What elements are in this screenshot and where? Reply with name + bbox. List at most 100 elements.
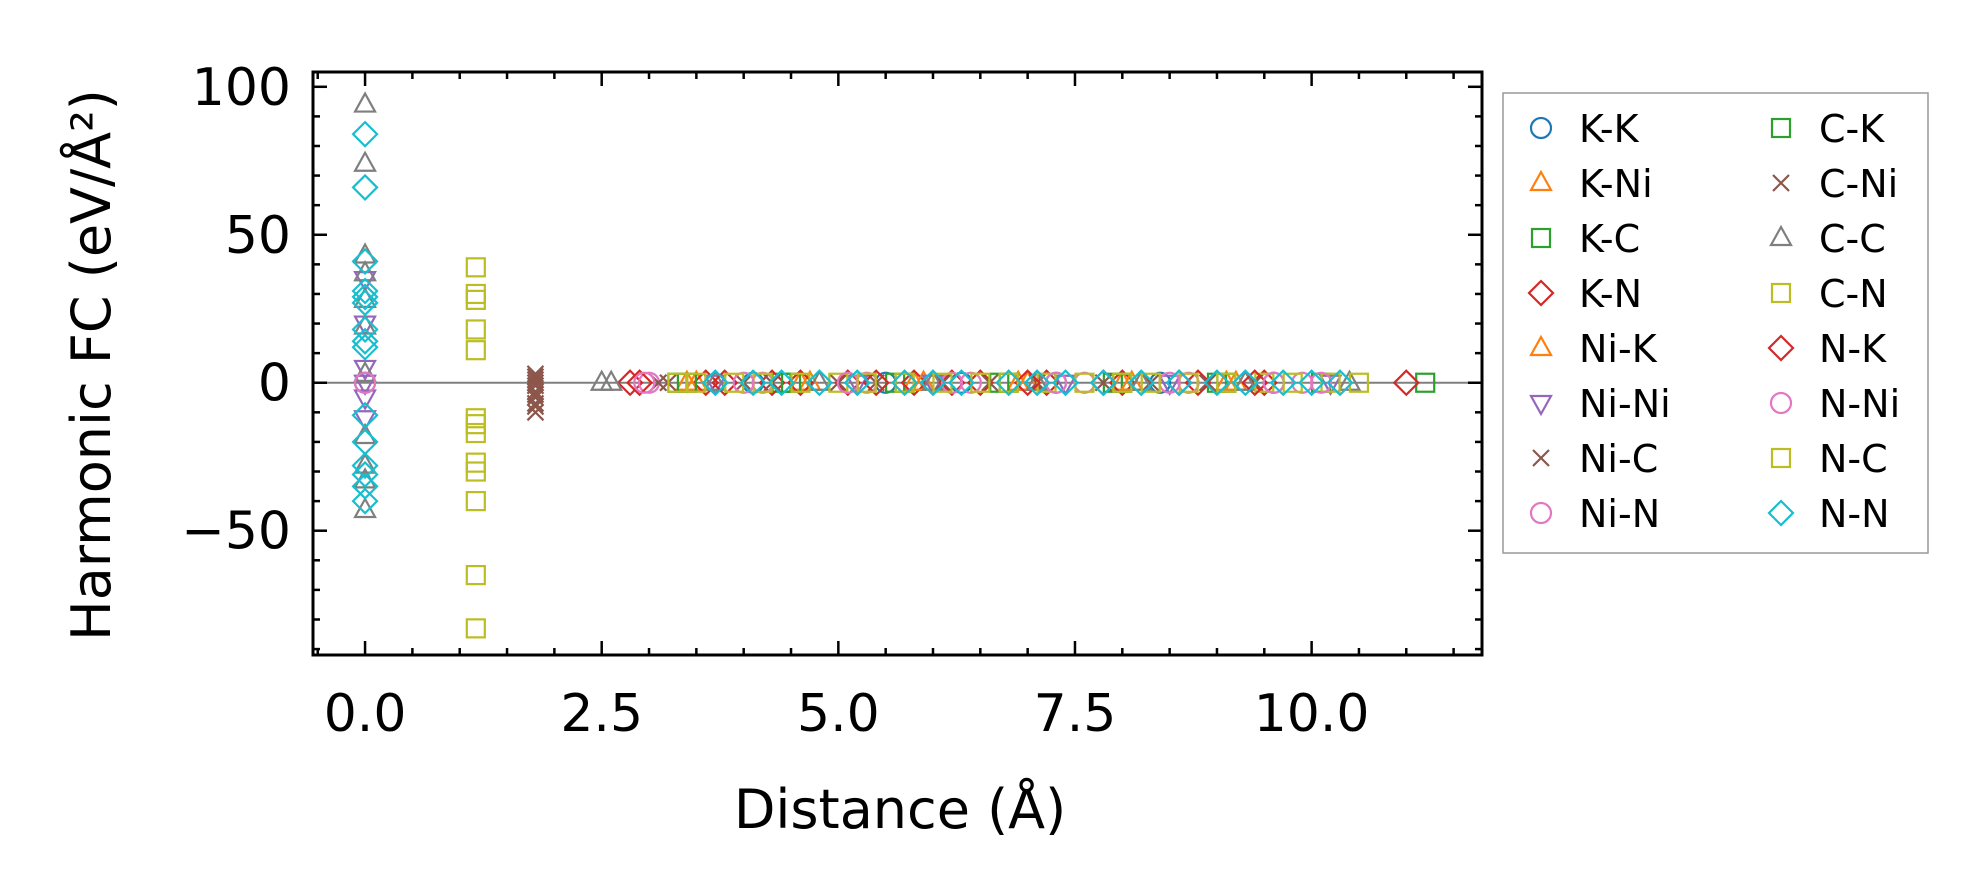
data-point-C-N-0 [465, 257, 486, 278]
plot-frame [311, 70, 1484, 657]
legend-label: K-Ni [1579, 162, 1653, 206]
data-point-C-N-15 [828, 372, 849, 393]
legend-item-C-K: C-K [1770, 107, 1885, 151]
legend-label: C-Ni [1819, 162, 1898, 206]
data-point-C-C-1 [353, 150, 377, 172]
data-point-N-K-9 [1392, 369, 1420, 397]
legend-label: Ni-K [1579, 327, 1658, 371]
data-point-C-N-3 [465, 319, 486, 340]
data-point-N-K-5 [1014, 369, 1042, 397]
data-point-C-N-11 [465, 564, 486, 586]
data-point-Ni-C-4 [526, 388, 545, 407]
data-point-K-N-1 [692, 369, 720, 397]
data-point-Ni-C-5 [526, 394, 545, 413]
data-point-N-N-7 [351, 327, 379, 355]
y-tick-label: 50 [225, 206, 291, 266]
data-point-K-N-4 [900, 369, 928, 397]
legend-marker-K-Ni [1529, 169, 1553, 192]
data-point-C-N-21 [1254, 372, 1275, 393]
data-point-C-C-5 [353, 313, 377, 335]
data-point-N-N-24 [1023, 369, 1051, 397]
legend-item-K-K: K-K [1529, 107, 1640, 151]
data-point-C-Ni-0 [526, 368, 545, 386]
data-point-N-Ni-5 [1044, 371, 1068, 394]
data-point-N-N-27 [1127, 369, 1155, 397]
data-point-N-N-8 [351, 333, 379, 361]
x-tick-label: 0.0 [324, 684, 407, 744]
data-point-C-C-12 [599, 369, 624, 391]
data-point-C-N-19 [1112, 372, 1133, 393]
legend-label: N-Ni [1819, 382, 1900, 426]
legend: K-K K-Ni K-C K-N Ni-K Ni-Ni Ni-C Ni-N C-K C-Ni C-C… [1502, 92, 1929, 554]
data-point-N-N-17 [767, 369, 796, 397]
data-point-N-N-11 [351, 452, 379, 480]
legend-item-Ni-K: Ni-K [1529, 327, 1658, 371]
data-point-N-K-8 [1241, 369, 1269, 397]
x-tick-label: 5.0 [797, 684, 880, 744]
data-point-C-N-4 [465, 340, 486, 361]
x-tick-label: 10.0 [1254, 684, 1370, 744]
legend-label: K-K [1579, 107, 1640, 151]
data-point-N-N-15 [701, 369, 729, 397]
data-point-N-N-32 [1298, 369, 1326, 397]
data-point-C-N-18 [1036, 372, 1057, 393]
data-point-C-Ni-9 [1198, 373, 1217, 392]
legend-marker-Ni-C [1532, 449, 1550, 467]
data-point-C-N-17 [970, 372, 991, 393]
legend-item-Ni-N: Ni-N [1529, 492, 1660, 536]
data-point-N-N-29 [1203, 369, 1231, 397]
data-point-N-C-6 [1074, 372, 1095, 393]
data-point-C-C-13 [703, 369, 728, 391]
data-point-N-C-1 [724, 372, 745, 393]
data-point-N-N-6 [351, 315, 379, 344]
data-point-N-C-4 [932, 372, 953, 393]
data-point-N-K-3 [862, 369, 890, 397]
x-tick-label: 2.5 [560, 684, 643, 744]
legend-item-N-N: N-N [1767, 492, 1890, 536]
data-point-N-N-19 [843, 369, 871, 397]
data-point-N-N-1 [351, 173, 379, 201]
data-point-N-N-25 [1051, 369, 1080, 397]
data-point-Ni-Ni-4 [353, 389, 377, 411]
series-N-N [351, 120, 1354, 515]
data-point-N-N-16 [739, 369, 767, 397]
legend-marker-K-K [1529, 116, 1553, 140]
legend-label: N-N [1819, 492, 1890, 536]
legend-marker-Ni-N [1529, 501, 1553, 525]
data-point-Ni-Ni-9 [1053, 374, 1078, 397]
legend-label: C-C [1819, 217, 1886, 261]
plot-marks [313, 91, 1482, 639]
data-point-C-N-12 [465, 618, 486, 639]
legend-item-N-C: N-C [1770, 437, 1888, 481]
data-point-N-N-22 [947, 369, 975, 397]
data-point-C-K-6 [1415, 372, 1436, 393]
data-point-Ni-Ni-5 [353, 410, 377, 432]
data-point-N-Ni-8 [1309, 371, 1333, 394]
data-point-C-N-9 [465, 461, 486, 482]
legend-marker-N-K [1767, 334, 1795, 362]
axes: 0.0 2.5 5.0 7.5 10.0 −50 0 50 100 [181, 58, 1484, 744]
data-point-K-N-0 [616, 369, 644, 397]
data-point-Ni-Ni-3 [353, 374, 377, 397]
data-point-N-C-5 [998, 372, 1019, 393]
legend-item-Ni-C: Ni-C [1532, 437, 1658, 481]
data-point-N-N-14 [351, 487, 379, 515]
data-point-K-N-2 [758, 369, 786, 397]
y-tick-label: 100 [192, 58, 291, 118]
legend-label: K-N [1579, 272, 1642, 316]
data-point-C-N-7 [465, 422, 486, 444]
data-point-N-N-18 [805, 369, 833, 397]
series-N-C [667, 372, 1370, 393]
legend-label: C-K [1819, 107, 1885, 151]
data-point-Ni-C-6 [526, 403, 545, 422]
data-point-N-K-0 [626, 369, 654, 397]
data-point-C-C-8 [353, 452, 377, 474]
data-point-N-N-12 [351, 460, 379, 489]
data-point-N-C-9 [1282, 372, 1303, 393]
data-point-C-C-0 [353, 91, 377, 113]
data-point-C-N-22 [1320, 372, 1341, 393]
data-point-N-C-2 [790, 372, 811, 393]
legend-marker-K-C [1530, 227, 1552, 249]
legend-marker-N-N [1767, 499, 1795, 527]
